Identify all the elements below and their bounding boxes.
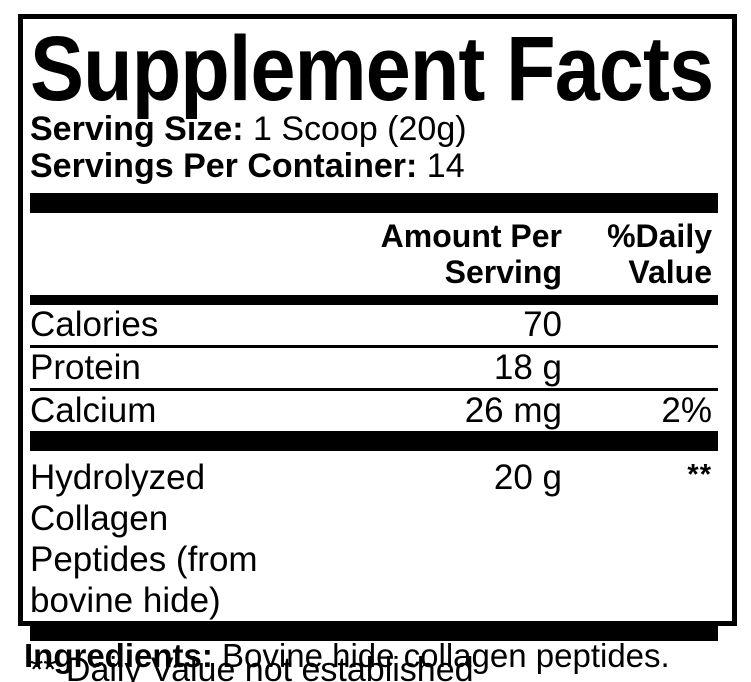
nutrient-column-spacer xyxy=(30,218,332,290)
ingredients-label: Ingredients: xyxy=(24,637,213,674)
nutrient-amount: 18 g xyxy=(493,348,562,387)
nutrient-name: Hydrolyzed Collagen Peptides (from bovin… xyxy=(30,457,332,621)
nutrient-name: Calcium xyxy=(30,391,157,430)
amount-per-serving-header: Amount Per Serving xyxy=(380,218,562,290)
nutrient-amount: 26 mg xyxy=(464,391,562,430)
nutrient-amount: 70 xyxy=(523,305,562,344)
ingredients-line: Ingredients: Bovine hide collagen peptid… xyxy=(24,636,739,676)
table-row-calories: Calories 70 xyxy=(30,305,718,345)
servings-per-container-label: Servings Per Container: xyxy=(30,147,418,185)
nutrient-daily-value-asterisks: ** xyxy=(687,459,712,491)
divider-bar-header xyxy=(30,295,718,305)
ingredients-value: Bovine hide collagen peptides. xyxy=(222,637,670,674)
table-row-calcium: Calcium 26 mg 2% xyxy=(30,391,718,431)
daily-value-header: %Daily Value xyxy=(607,218,712,290)
nutrient-amount: 20 g xyxy=(493,458,562,497)
nutrient-name: Protein xyxy=(30,348,141,387)
nutrient-name-line-1: Hydrolyzed Collagen xyxy=(30,458,206,538)
divider-bar-top xyxy=(30,193,718,213)
row-separator xyxy=(30,345,718,348)
serving-size-line: Serving Size: 1 Scoop (20g) xyxy=(30,111,718,148)
servings-per-container-value: 14 xyxy=(426,147,465,185)
nutrient-name-line-2: Peptides (from bovine hide) xyxy=(30,540,258,620)
table-row-collagen: Hydrolyzed Collagen Peptides (from bovin… xyxy=(30,451,718,621)
facts-title: Supplement Facts xyxy=(30,18,714,120)
row-separator xyxy=(30,388,718,391)
daily-value-footnote: ** Daily Value not established xyxy=(30,651,474,682)
serving-size-value: 1 Scoop (20g) xyxy=(252,110,467,148)
nutrient-daily-value: 2% xyxy=(661,391,712,430)
serving-size-label: Serving Size: xyxy=(30,110,244,148)
divider-bar-middle xyxy=(30,431,718,451)
column-headers: Amount Per Serving %Daily Value xyxy=(30,213,718,295)
nutrient-name: Calories xyxy=(30,305,159,344)
divider-bar-bottom xyxy=(30,621,718,641)
table-row-protein: Protein 18 g xyxy=(30,348,718,388)
supplement-facts-panel: Supplement Facts Serving Size: 1 Scoop (… xyxy=(18,14,737,682)
servings-per-container-line: Servings Per Container: 14 xyxy=(30,148,718,185)
